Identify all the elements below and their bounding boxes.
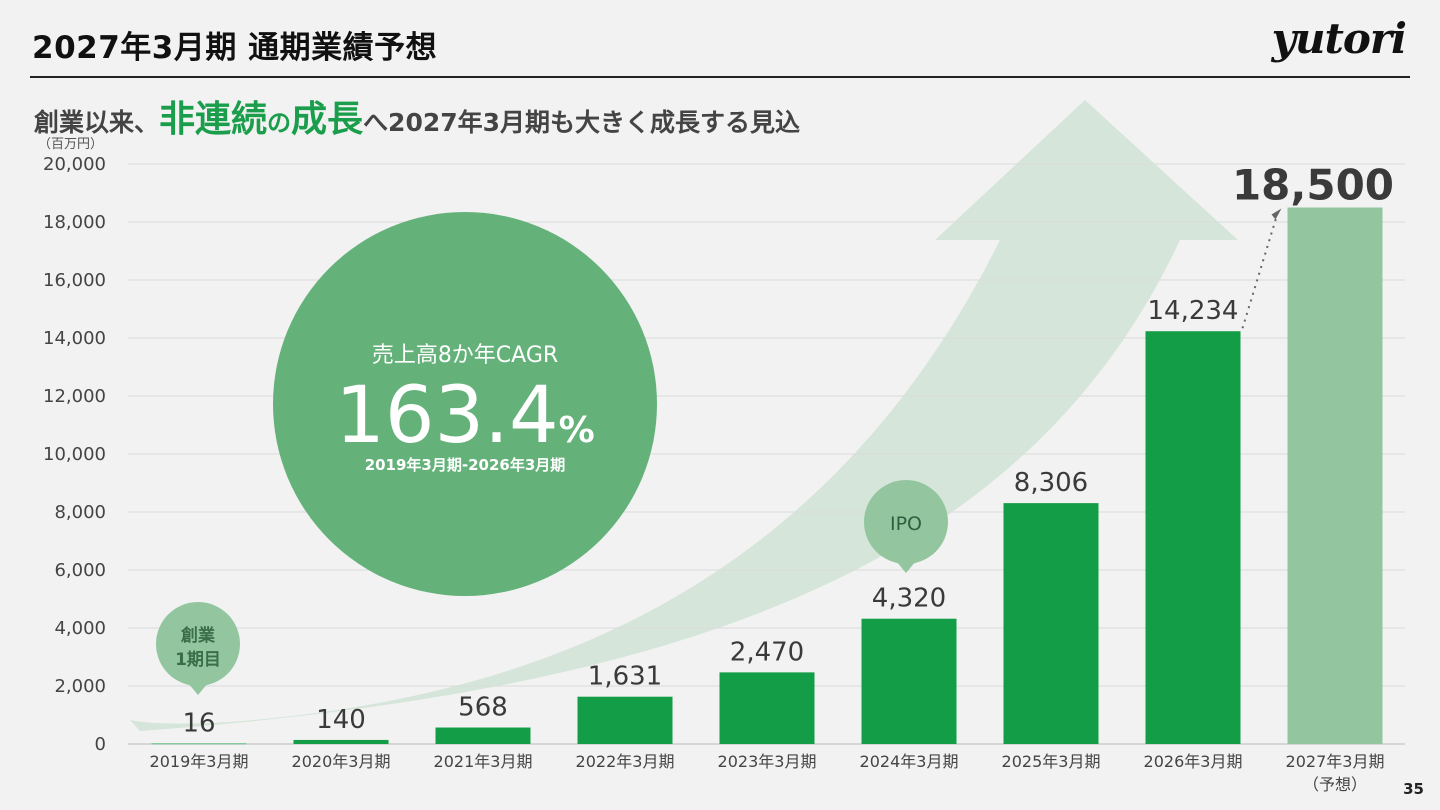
y-tick-label: 2,000 bbox=[54, 676, 106, 697]
bar bbox=[1145, 331, 1241, 744]
growth-arrow bbox=[130, 100, 1238, 731]
y-tick-label: 0 bbox=[95, 734, 106, 755]
forecast-connector-line bbox=[1241, 213, 1279, 329]
bar-value-label: 2,470 bbox=[730, 637, 804, 667]
cagr-value: 163.4% bbox=[335, 371, 594, 461]
bar bbox=[861, 618, 957, 744]
title-divider bbox=[30, 76, 1410, 78]
forecast-bar bbox=[1287, 207, 1383, 744]
x-tick-sublabel: （予想） bbox=[1303, 775, 1367, 794]
y-tick-label: 16,000 bbox=[43, 270, 106, 291]
founding-callout-pointer bbox=[188, 683, 208, 695]
subtitle-particle: の bbox=[267, 109, 292, 137]
bar bbox=[719, 672, 815, 744]
page-title: 2027年3月期 通期業績予想 bbox=[32, 30, 438, 66]
cagr-label: 売上高8か年CAGR bbox=[372, 343, 558, 368]
y-tick-label: 14,000 bbox=[43, 328, 106, 349]
subtitle-part2: へ2027年3月期も大きく成長する見込 bbox=[363, 108, 801, 137]
bar-value-label: 8,306 bbox=[1014, 468, 1088, 498]
x-tick-label: 2022年3月期 bbox=[576, 752, 675, 771]
founding-callout-bubble bbox=[156, 602, 240, 686]
company-logo: yutori bbox=[1271, 14, 1407, 63]
y-tick-label: 6,000 bbox=[54, 560, 106, 581]
ipo-callout-label: IPO bbox=[890, 513, 922, 535]
subtitle-highlight-growth: 成長 bbox=[291, 99, 364, 140]
x-tick-label: 2020年3月期 bbox=[292, 752, 391, 771]
y-tick-label: 8,000 bbox=[54, 502, 106, 523]
bar bbox=[577, 696, 673, 744]
y-tick-label: 18,000 bbox=[43, 212, 106, 233]
bar bbox=[435, 727, 531, 744]
founding-callout-line2: 1期目 bbox=[175, 650, 221, 670]
bar-value-label: 18,500 bbox=[1232, 161, 1394, 210]
subtitle-part1: 創業以来、 bbox=[34, 108, 160, 137]
x-tick-label: 2026年3月期 bbox=[1144, 752, 1243, 771]
x-tick-label: 2023年3月期 bbox=[718, 752, 817, 771]
bar-value-label: 568 bbox=[458, 693, 508, 723]
forecast-connector-arrowhead bbox=[1271, 208, 1282, 220]
x-tick-label: 2025年3月期 bbox=[1002, 752, 1101, 771]
bar-value-label: 16 bbox=[182, 709, 215, 739]
bar bbox=[151, 743, 247, 745]
bar bbox=[293, 739, 389, 744]
bar-value-label: 140 bbox=[316, 705, 366, 735]
page-number: 35 bbox=[1403, 780, 1424, 798]
y-tick-label: 10,000 bbox=[43, 444, 106, 465]
bar bbox=[1003, 503, 1099, 744]
x-tick-label: 2021年3月期 bbox=[434, 752, 533, 771]
y-tick-label: 12,000 bbox=[43, 386, 106, 407]
subtitle-highlight-discontinuous: 非連続 bbox=[159, 99, 268, 140]
ipo-callout-pointer bbox=[896, 561, 916, 573]
founding-callout-line1: 創業 bbox=[180, 625, 215, 646]
x-tick-label: 2027年3月期 bbox=[1286, 752, 1385, 771]
page-subtitle: 創業以来、非連続の成長へ2027年3月期も大きく成長する見込 bbox=[34, 90, 800, 142]
cagr-period: 2019年3月期-2026年3月期 bbox=[365, 456, 566, 474]
y-axis-unit-label: （百万円） bbox=[38, 137, 103, 152]
y-tick-label: 20,000 bbox=[43, 154, 106, 175]
y-tick-label: 4,000 bbox=[54, 618, 106, 639]
x-tick-label: 2024年3月期 bbox=[860, 752, 959, 771]
bar-value-label: 14,234 bbox=[1148, 296, 1239, 326]
cagr-circle bbox=[273, 212, 657, 596]
bar-value-label: 4,320 bbox=[872, 584, 946, 614]
ipo-callout-bubble bbox=[864, 480, 948, 564]
bar-value-label: 1,631 bbox=[588, 662, 662, 692]
x-tick-label: 2019年3月期 bbox=[150, 752, 249, 771]
